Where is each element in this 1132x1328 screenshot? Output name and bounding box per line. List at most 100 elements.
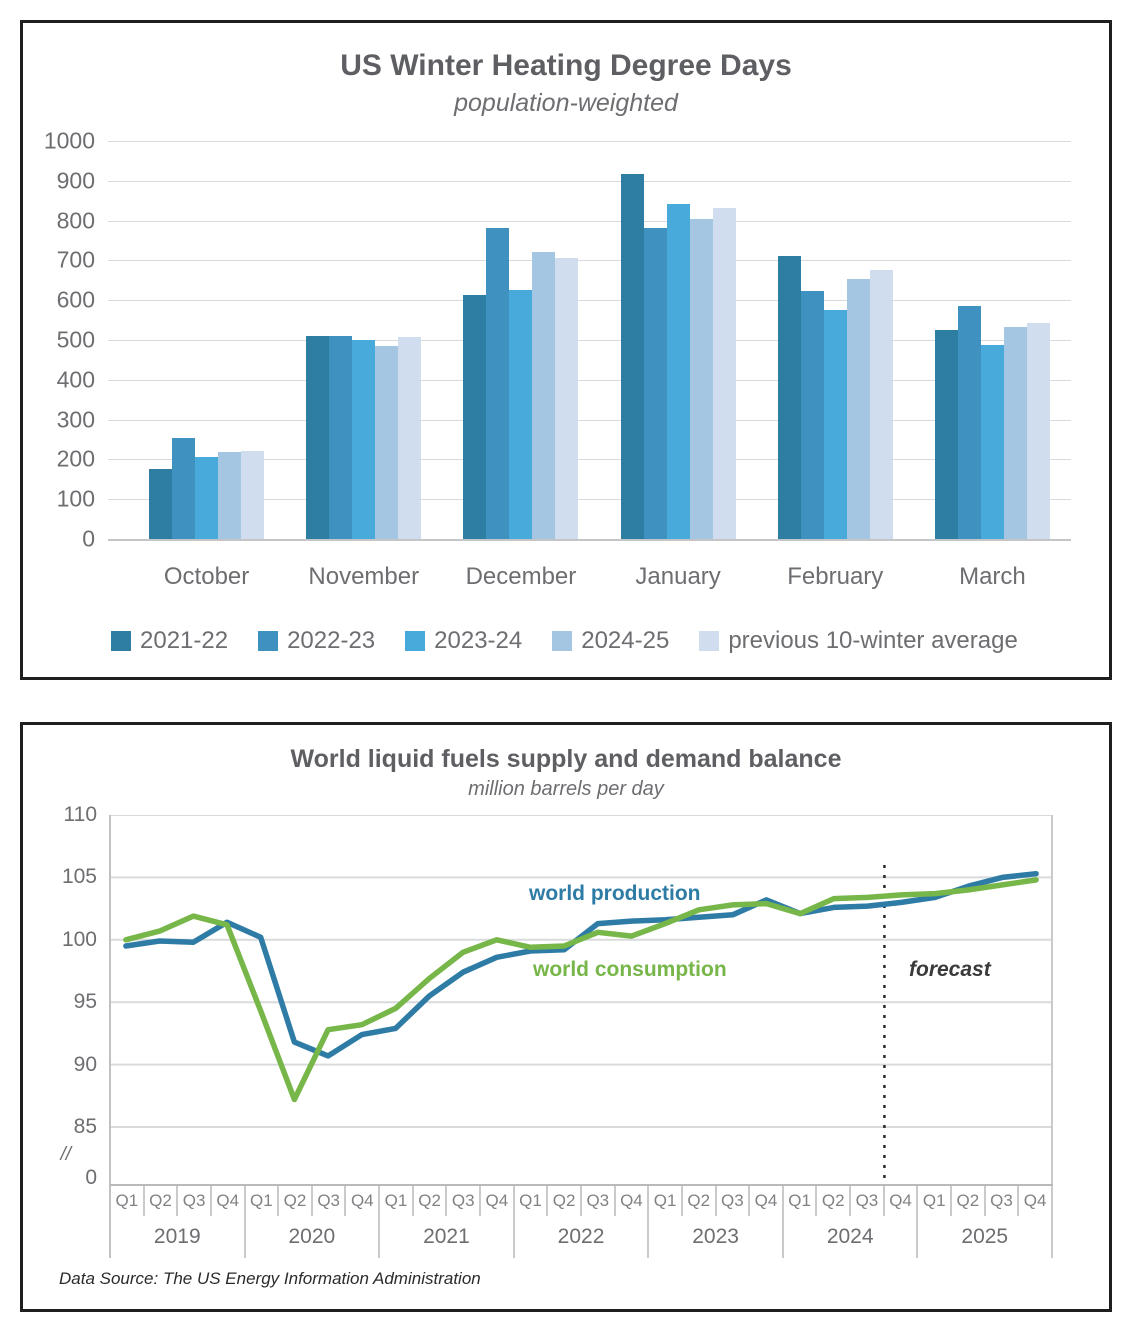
y-tick-label: 1000 [43, 127, 95, 154]
y-tick-label: 100 [56, 485, 95, 512]
x-tick-quarter: Q2 [817, 1186, 852, 1216]
y-tick-label: 0 [82, 525, 95, 552]
gridline [108, 220, 1071, 222]
hdd-legend: 2021-22 2022-23 2023-24 2024-25 previous 10-… [111, 627, 1091, 655]
bar-group-october [128, 141, 285, 539]
liquids-y-axis: 110 105 100 95 90 85// 0 [23, 803, 97, 1195]
consumption-annotation: world consumption [532, 958, 727, 981]
hdd-title: US Winter Heating Degree Days [340, 49, 792, 82]
bar [1026, 323, 1050, 539]
x-tick-year: 2023 [649, 1216, 784, 1258]
data-source-note: Data Source: The US Energy Information A… [59, 1269, 481, 1288]
bar [1003, 327, 1027, 539]
x-tick-year: 2025 [918, 1216, 1054, 1258]
legend-label: 2021-22 [140, 627, 229, 654]
legend-swatch-icon [699, 631, 720, 651]
liquid-fuels-chart: World liquid fuels supply and demand bal… [20, 722, 1112, 1312]
x-tick-quarter: Q3 [582, 1186, 616, 1216]
x-tick-quarter: Q4 [616, 1186, 650, 1216]
hdd-plot-area [108, 141, 1071, 541]
x-tick-label: March [959, 563, 1026, 590]
x-tick-year: 2024 [784, 1216, 919, 1258]
x-tick-quarter: Q4 [212, 1186, 246, 1216]
gridline [108, 459, 1071, 461]
y-tick-label: 300 [56, 406, 95, 433]
gridline [108, 340, 1071, 341]
gridline [108, 300, 1071, 302]
bar [532, 251, 556, 539]
x-tick-quarter: Q2 [414, 1186, 448, 1216]
bar [643, 227, 667, 539]
y-tick-label: 90 [73, 1052, 97, 1076]
legend-swatch-icon [405, 631, 426, 651]
y-tick-label: 700 [56, 246, 95, 273]
x-tick-label: November [308, 563, 420, 590]
y-tick-label: 800 [56, 207, 95, 234]
bar [689, 218, 713, 539]
x-tick-quarter: Q4 [885, 1186, 919, 1216]
x-tick-quarter: Q1 [111, 1186, 145, 1216]
legend-label: 2023-24 [434, 627, 523, 654]
bar [846, 278, 870, 539]
x-tick-year: 2020 [246, 1216, 381, 1258]
liquids-quarter-axis: Q1 Q2 Q3 Q4 Q1 Q2 Q3 Q4 Q1 Q2 Q3 Q4 Q1 Q2 Q3 Q4 Q1 Q2 Q3 Q4… [109, 1184, 1053, 1216]
legend-item: 2021-22 [111, 627, 228, 655]
legend-label: 2024-25 [581, 627, 670, 654]
gridline [108, 419, 1071, 421]
bar [800, 291, 824, 539]
x-tick-quarter: Q2 [683, 1186, 717, 1216]
bar [329, 336, 353, 539]
bar [463, 294, 487, 539]
legend-item: 2022-23 [258, 627, 375, 655]
x-tick-label: January [635, 563, 721, 590]
bar [306, 336, 330, 539]
y-tick-label: 400 [56, 366, 95, 393]
y-tick-label: 500 [56, 326, 95, 353]
x-tick-quarter: Q4 [750, 1186, 784, 1216]
bar [777, 255, 801, 539]
gridline [108, 180, 1071, 182]
bar [620, 174, 644, 539]
x-tick-quarter: Q4 [1019, 1186, 1053, 1216]
x-tick-quarter: Q3 [178, 1186, 212, 1216]
x-tick-label: February [787, 563, 884, 590]
x-tick-label: December [465, 563, 577, 590]
bar [241, 450, 265, 539]
bar [398, 336, 422, 539]
bar [149, 469, 173, 539]
bar [218, 452, 242, 539]
legend-swatch-icon [552, 631, 573, 651]
gridline [108, 141, 1071, 142]
x-tick-quarter: Q3 [986, 1186, 1020, 1216]
bar [352, 339, 376, 539]
y-tick-label: 100 [61, 927, 97, 951]
x-tick-quarter: Q3 [851, 1186, 885, 1216]
x-tick-year: 2022 [515, 1216, 650, 1258]
x-tick-quarter: Q3 [717, 1186, 751, 1216]
liquids-title: World liquid fuels supply and demand bal… [290, 745, 842, 773]
bar-group-february [757, 141, 914, 539]
x-tick-quarter: Q4 [481, 1186, 515, 1216]
hdd-bars [128, 141, 1071, 539]
legend-label: previous 10-winter average [728, 627, 1018, 654]
bar [172, 437, 196, 539]
hdd-y-axis: 1000 900 800 700 600 500 400 300 200 100 0 [23, 128, 95, 552]
x-tick-quarter: Q1 [918, 1186, 953, 1216]
y-tick-label: 200 [56, 445, 95, 472]
y-tick-label: 600 [56, 286, 95, 313]
world-consumption-line [123, 877, 1039, 1103]
x-tick-year: 2019 [111, 1216, 246, 1258]
y-tick-label-zero: 0 [85, 1166, 97, 1189]
y-tick-label: 110 [63, 803, 97, 826]
x-tick-quarter: Q2 [952, 1186, 986, 1216]
hdd-x-axis: October November December January February Ma… [128, 563, 1071, 591]
x-tick-quarter: Q2 [145, 1186, 179, 1216]
bar-group-january [600, 141, 757, 539]
bar [195, 457, 219, 539]
bar [957, 306, 981, 539]
y-tick-label: 900 [56, 167, 95, 194]
bar-group-december [442, 141, 599, 539]
bar [869, 270, 893, 539]
legend-swatch-icon [111, 631, 131, 651]
x-tick-quarter: Q1 [515, 1186, 549, 1216]
